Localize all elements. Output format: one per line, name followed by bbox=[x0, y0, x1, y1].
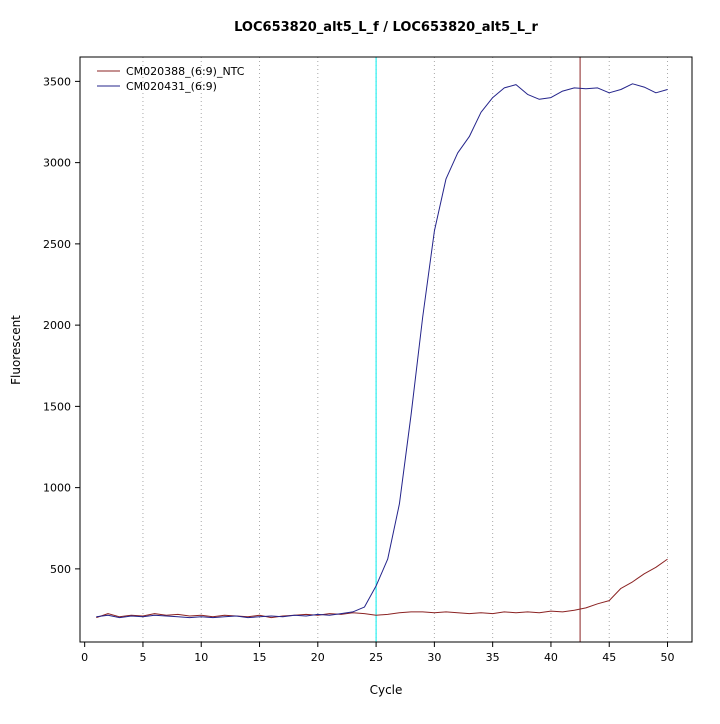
y-tick-label-1000: 1000 bbox=[43, 482, 71, 495]
series-line-1 bbox=[96, 83, 668, 619]
x-tick-label-45: 45 bbox=[602, 651, 616, 664]
x-axis-label: Cycle bbox=[370, 683, 403, 697]
x-tick-label-40: 40 bbox=[544, 651, 558, 664]
x-tick-label-20: 20 bbox=[311, 651, 325, 664]
x-tick-label-25: 25 bbox=[369, 651, 383, 664]
plot-layer: 0 5 10 15 20 25 30 35 40 45 50 500 1000 1500 2000 2500 3… bbox=[43, 56, 693, 664]
y-tick-label-500: 500 bbox=[50, 563, 71, 576]
x-tick-label-15: 15 bbox=[253, 651, 267, 664]
x-tick-label-50: 50 bbox=[661, 651, 675, 664]
y-tick-label-2000: 2000 bbox=[43, 319, 71, 332]
chart-title: LOC653820_alt5_L_f / LOC653820_alt5_L_r bbox=[234, 20, 538, 35]
y-tick-label-1500: 1500 bbox=[43, 400, 71, 413]
y-tick-label-3000: 3000 bbox=[43, 157, 71, 170]
legend: CM020388_(6:9)_NTC CM020431_(6:9) bbox=[97, 65, 245, 93]
y-tick-label-3500: 3500 bbox=[43, 75, 71, 88]
legend-label-ntc: CM020388_(6:9)_NTC bbox=[126, 65, 245, 78]
legend-label-sample: CM020431_(6:9) bbox=[126, 80, 217, 93]
y-tick-label-2500: 2500 bbox=[43, 238, 71, 251]
x-tick-label-35: 35 bbox=[486, 651, 500, 664]
x-tick-label-30: 30 bbox=[427, 651, 441, 664]
x-tick-label-10: 10 bbox=[194, 651, 208, 664]
plot-frame bbox=[79, 56, 693, 643]
x-tick-label-0: 0 bbox=[81, 651, 88, 664]
x-tick-label-5: 5 bbox=[139, 651, 146, 664]
series-line-0 bbox=[96, 558, 668, 619]
y-axis-label: Fluorescent bbox=[9, 315, 23, 385]
